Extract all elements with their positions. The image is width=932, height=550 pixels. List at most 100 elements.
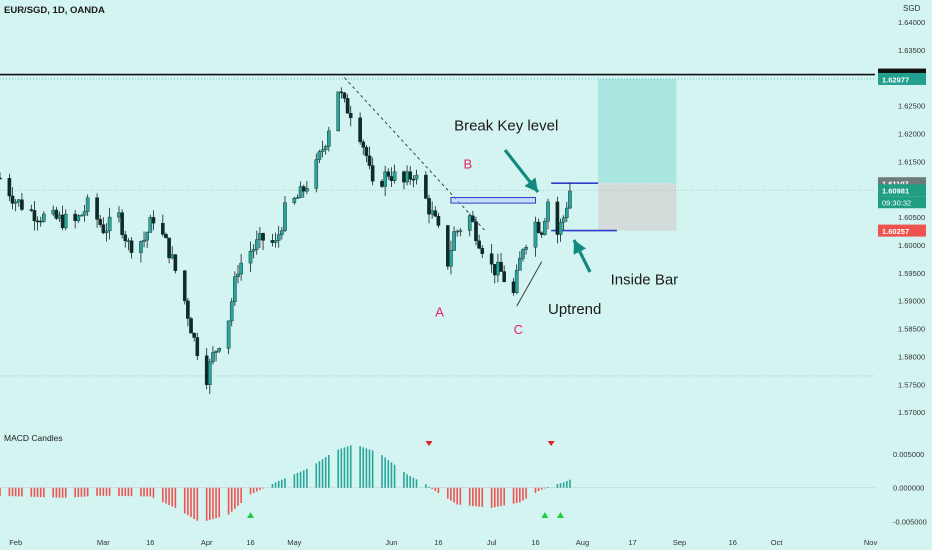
price-axis[interactable]: 1.640001.635001.630001.625001.620001.615…: [893, 18, 927, 526]
price-tick-label: 1.57000: [898, 408, 925, 417]
candle-body: [7, 177, 12, 197]
candle-body: [386, 171, 391, 177]
candle-body: [60, 214, 65, 229]
inside-bar-label: Inside Bar: [611, 272, 679, 289]
candle-body: [521, 249, 525, 259]
candle-body: [189, 318, 193, 334]
candle-body: [280, 230, 284, 235]
up-marker-icon: [247, 512, 255, 518]
candle-body: [543, 220, 547, 235]
candle-body: [305, 188, 309, 192]
candle-body: [405, 171, 409, 183]
time-axis[interactable]: Feb Mar 16 Apr 16 May Jun 16 Jul 16 Aug 17 Sep 16 Oct N…: [9, 538, 877, 547]
candle-body: [364, 147, 369, 157]
candle-body: [471, 215, 475, 222]
trendline: [516, 261, 543, 307]
candle-body: [298, 186, 303, 198]
price-badges: 1.630561.629771.611071.6098109:30:321.60…: [878, 68, 926, 237]
candle-body: [477, 240, 481, 249]
target-badge-text: 1.62977: [882, 75, 909, 84]
candle-body: [273, 240, 278, 243]
candle-body: [0, 177, 2, 180]
candle-body: [54, 209, 59, 219]
currency-label: SGD: [903, 4, 921, 13]
macd-histogram: [0, 441, 875, 521]
candle-body: [217, 348, 222, 352]
candle-body: [480, 248, 485, 254]
stop-badge-text: 1.60257: [882, 227, 909, 236]
candle-body: [370, 165, 375, 182]
price-tick-label: 1.63500: [898, 46, 925, 55]
candle-body: [411, 178, 416, 181]
time-tick-label: Nov: [864, 538, 878, 547]
time-tick-label: May: [287, 538, 301, 547]
time-tick-label: Jul: [487, 538, 497, 547]
candle-body: [533, 221, 538, 248]
candle-body: [317, 151, 322, 160]
break-key-level-label: Break Key level: [454, 118, 558, 135]
candle-body: [13, 201, 18, 204]
price-tick-label: 1.64000: [898, 18, 925, 27]
candle-body: [258, 233, 262, 240]
candle-body: [29, 209, 34, 211]
price-tick-label: 1.61500: [898, 157, 925, 166]
trendline: [344, 77, 486, 232]
drawings: [344, 77, 543, 307]
position-zones: [598, 78, 677, 231]
candle-body: [558, 222, 563, 235]
candle-body: [233, 276, 237, 302]
time-tick-label: 16: [146, 538, 154, 547]
candle-body: [555, 201, 560, 235]
price-tick-label: 1.60000: [898, 241, 925, 250]
candle-body: [79, 214, 84, 217]
candle-body: [186, 300, 190, 319]
candle-body: [546, 201, 550, 222]
candle-body: [458, 230, 463, 232]
wave-label-c: C: [514, 322, 523, 337]
candle-body: [98, 219, 103, 225]
candle-body: [173, 254, 178, 271]
macd-tick-label: 0.000000: [893, 484, 924, 493]
target-badge-bg: [878, 72, 926, 85]
candle-body: [107, 216, 112, 232]
candle-body: [276, 234, 281, 241]
symbol-title: EUR/SGD, 1D, OANDA: [4, 5, 105, 16]
candle-body: [195, 337, 200, 356]
candle-body: [254, 239, 259, 250]
candle-body: [117, 212, 121, 218]
countdown-badge-bg: [878, 196, 926, 209]
candle-body: [129, 240, 134, 253]
time-tick-label: Apr: [201, 538, 213, 547]
uptrend-label: Uptrend: [548, 301, 601, 318]
break-level-badge-text: 1.61107: [882, 180, 909, 189]
candle-body: [101, 224, 106, 234]
candle-body: [148, 217, 153, 233]
candle-body: [82, 211, 87, 216]
candle-body: [564, 207, 569, 218]
candle-body: [452, 231, 456, 251]
candle-body: [414, 174, 419, 180]
time-tick-label: Sep: [673, 538, 686, 547]
time-tick-label: Oct: [771, 538, 784, 547]
candle-body: [361, 141, 366, 148]
candle-body: [518, 258, 522, 271]
candle-body: [342, 92, 347, 99]
candle-body: [16, 199, 21, 203]
candle-body: [10, 195, 15, 204]
macd-tick-label: -0.005000: [893, 517, 927, 526]
candle-body: [511, 281, 516, 293]
macd-tick-label: 0.005000: [893, 450, 924, 459]
candle-body: [446, 225, 450, 267]
indicator-title: MACD Candles: [4, 433, 63, 443]
candle-body: [424, 174, 428, 199]
candle-body: [320, 149, 325, 152]
last-price-badge-text: 1.60981: [882, 187, 909, 196]
time-tick-label: Aug: [576, 538, 589, 547]
candle-body: [408, 171, 413, 180]
candle-body: [63, 213, 68, 229]
candle-body: [336, 91, 341, 132]
up-marker-icon: [541, 512, 549, 518]
candle-body: [536, 221, 541, 233]
